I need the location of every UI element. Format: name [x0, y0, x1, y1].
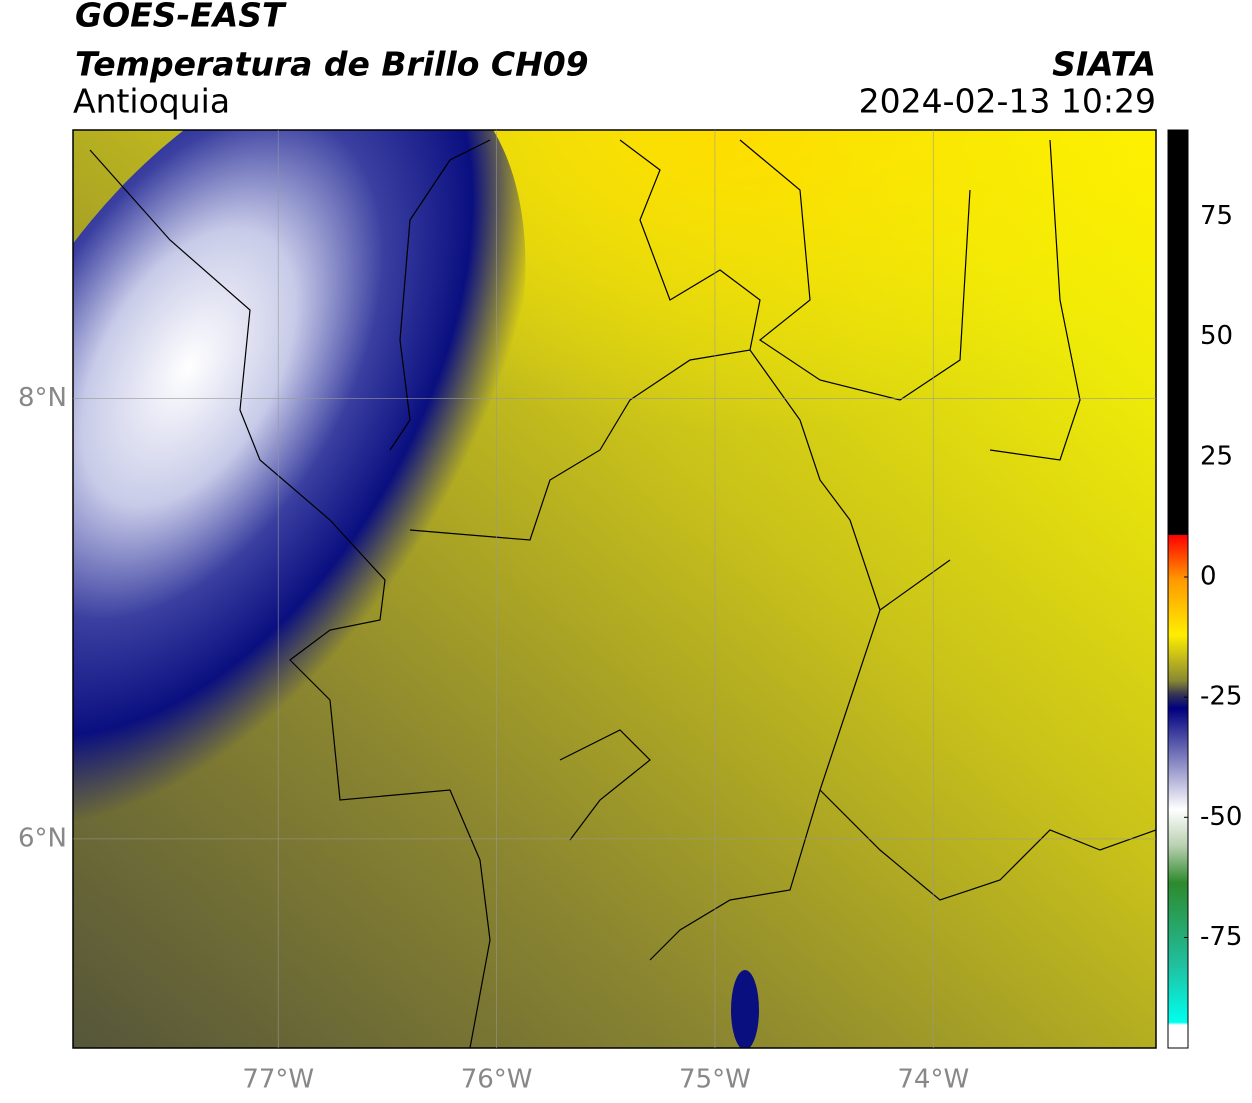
subtitle: Temperatura de Brillo CH09 [75, 45, 589, 84]
y-tick-label: 6°N [18, 823, 67, 853]
timestamp: 2024-02-13 10:29 [859, 82, 1156, 121]
map-field [73, 130, 1156, 1048]
x-tick-label: 74°W [897, 1065, 969, 1095]
colorbar-tick-label: 75 [1200, 201, 1233, 231]
map-frame [72, 129, 1157, 1049]
x-tick-label: 76°W [461, 1065, 533, 1095]
x-tick-label: 75°W [679, 1065, 751, 1095]
colorbar-tick-label: -50 [1200, 802, 1242, 832]
colorbar-tick-label: -75 [1200, 922, 1242, 952]
region: Antioquia [73, 82, 230, 121]
colorbar-tick-label: 25 [1200, 441, 1233, 471]
colorbar-tick-label: 0 [1200, 561, 1217, 591]
agency: SIATA [1052, 45, 1156, 84]
title: GOES-EAST [75, 0, 287, 35]
x-tick-label: 77°W [242, 1065, 314, 1095]
colorbar-tick-label: 50 [1200, 321, 1233, 351]
colorbar [1167, 129, 1189, 1049]
colorbar-tick-label: -25 [1200, 682, 1242, 712]
y-tick-label: 8°N [18, 383, 67, 413]
